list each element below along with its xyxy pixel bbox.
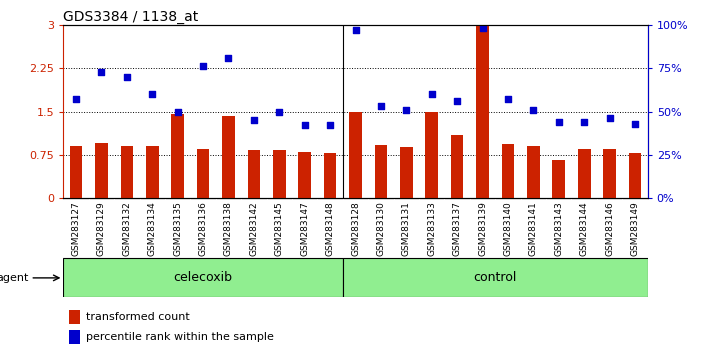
Point [375,103,386,109]
Text: GSM283131: GSM283131 [402,201,411,256]
Text: GSM283140: GSM283140 [503,201,513,256]
Bar [400,147,413,198]
Text: GSM283135: GSM283135 [173,201,182,256]
Bar [553,160,565,198]
Text: GSM283148: GSM283148 [326,201,334,256]
Text: GSM283141: GSM283141 [529,201,538,256]
Point [503,97,514,102]
Point [249,118,260,123]
Text: transformed count: transformed count [86,312,189,322]
Point [325,122,336,128]
Point [629,121,641,126]
Point [70,97,82,102]
Bar [222,116,235,198]
Bar [349,112,362,198]
Bar [146,146,158,198]
Point [604,116,615,121]
Bar [629,153,641,198]
Text: GSM283143: GSM283143 [554,201,563,256]
Bar [425,112,438,198]
Text: percentile rank within the sample: percentile rank within the sample [86,332,273,342]
Text: GSM283134: GSM283134 [148,201,157,256]
Text: GSM283144: GSM283144 [579,201,589,256]
Point [172,109,183,114]
Text: GSM283132: GSM283132 [122,201,132,256]
Text: GSM283149: GSM283149 [631,201,639,256]
Bar [95,143,108,198]
Bar [171,114,184,198]
Point [528,107,539,113]
Bar [196,149,210,198]
Bar [375,145,387,198]
Bar [603,149,616,198]
Text: GDS3384 / 1138_at: GDS3384 / 1138_at [63,10,199,24]
Text: GSM283142: GSM283142 [249,201,258,256]
Bar [298,152,311,198]
Point [477,25,488,31]
Point [121,74,132,80]
Text: control: control [474,272,517,284]
Text: GSM283137: GSM283137 [453,201,462,256]
Text: GSM283145: GSM283145 [275,201,284,256]
Text: GSM283130: GSM283130 [377,201,385,256]
Text: celecoxib: celecoxib [174,272,232,284]
Text: GSM283136: GSM283136 [199,201,208,256]
Point [96,69,107,74]
Bar [70,146,82,198]
Text: GSM283133: GSM283133 [427,201,436,256]
Bar [343,258,648,297]
Bar [527,146,540,198]
Bar [248,150,260,198]
Point [146,91,158,97]
Bar [69,310,80,324]
Text: GSM283127: GSM283127 [72,201,80,256]
Point [451,98,463,104]
Point [223,55,234,61]
Bar [324,153,337,198]
Bar [501,144,515,198]
Point [401,107,412,113]
Bar [120,146,133,198]
Bar [578,149,591,198]
Text: GSM283146: GSM283146 [605,201,614,256]
Bar [273,150,286,198]
Point [579,119,590,125]
Point [350,27,361,33]
Point [299,122,310,128]
Point [274,109,285,114]
Text: GSM283139: GSM283139 [478,201,487,256]
Point [426,91,437,97]
Bar [63,258,343,297]
Point [553,119,565,125]
Text: GSM283129: GSM283129 [97,201,106,256]
Text: GSM283138: GSM283138 [224,201,233,256]
Point [197,64,208,69]
Text: GSM283128: GSM283128 [351,201,360,256]
Bar [69,330,80,343]
Bar [451,135,463,198]
Text: agent: agent [0,273,29,283]
Bar [476,25,489,198]
Text: GSM283147: GSM283147 [300,201,309,256]
